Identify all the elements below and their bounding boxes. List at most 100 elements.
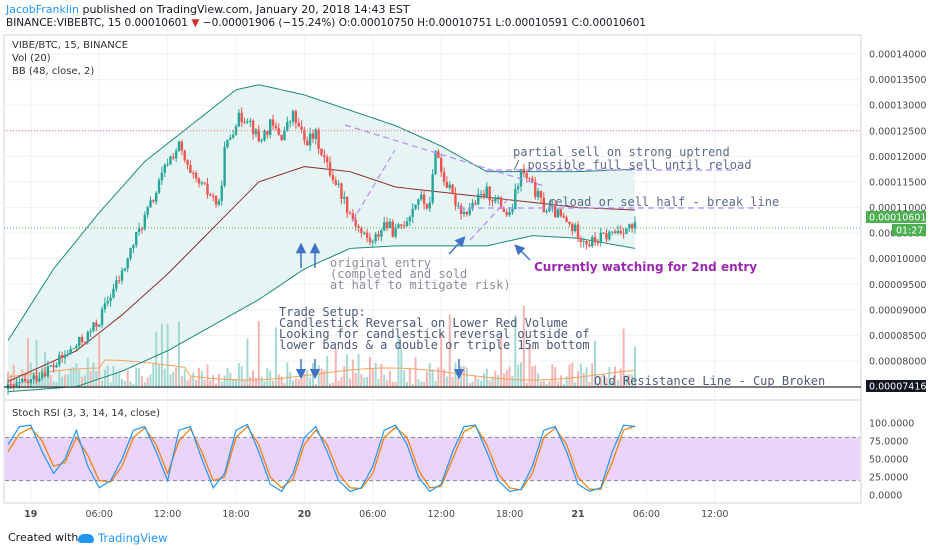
volume-bar-214 [616,379,619,388]
volume-bar-203 [585,367,588,388]
volume-bar-189 [545,383,548,388]
volume-bar-98 [286,362,289,388]
candle-24 [75,343,78,351]
candle-7 [26,379,30,387]
candle-120 [348,210,352,215]
candle-body [271,119,275,126]
created-with-text: Created with [8,531,79,544]
candle-148 [428,196,431,212]
candle-40 [120,267,124,285]
candle-body [343,196,346,199]
tradingview-logo[interactable]: TradingView [78,531,167,545]
candle-body [237,112,241,127]
volume-bar-157 [454,362,457,388]
volume-bar-209 [602,377,605,388]
candle-162 [468,202,471,216]
volume-bar-191 [551,364,554,388]
stoch-tick-label: 50.0000 [869,455,908,466]
volume-bar-112 [326,355,329,388]
candle-body [414,204,417,209]
volume-bar-36 [109,382,112,388]
price-tick-label: 0.00008500 [869,331,926,342]
candle-body [163,164,166,173]
candle-body [468,208,471,215]
volume-bar-202 [582,372,585,388]
close-text: C:0.00010601 [571,17,646,29]
candle-body [212,195,215,197]
candle-128 [371,239,374,248]
candle-body [246,121,249,123]
candle-body [186,160,189,166]
candle-body [89,331,92,333]
candle-body [428,202,431,209]
candle-101 [294,109,298,129]
candle-177 [511,203,514,215]
candle-body [422,194,426,204]
candle-220 [633,216,637,234]
candle-146 [422,190,426,210]
volume-bar-16 [52,381,55,388]
volume-bar-178 [514,315,517,388]
volume-bar-117 [340,376,343,388]
candle-11 [38,372,41,383]
candle-171 [494,195,497,204]
volume-bar-46 [138,368,141,388]
volume-bar-69 [203,380,206,388]
volume-bar-182 [525,382,528,388]
candle-48 [143,211,146,231]
price-axis: 0.00014000 0.00013500 0.00013000 0.00012500… [869,50,926,368]
volume-bar-118 [343,366,346,388]
current-price-tag [866,211,926,223]
candle-body [41,373,44,379]
candle-43 [129,247,132,261]
candle-body [531,178,534,182]
up-arrow-3 [448,236,466,255]
candle-body [499,197,503,209]
candle-body [360,228,363,233]
volume-bar-174 [502,373,505,388]
candle-body [525,173,528,179]
author-link[interactable]: JacobFranklin [6,3,79,16]
candle-body [534,181,537,198]
candle-59 [174,148,178,162]
candle-body [249,120,252,122]
bb-upper-line [7,84,636,341]
candle-196 [565,215,568,223]
candle-21 [66,349,70,357]
candle-100 [291,109,295,126]
volume-bar-132 [383,374,386,388]
candle-body [482,193,486,198]
candle-body [542,197,545,213]
bb-lines [7,84,636,393]
candle-body [582,241,585,243]
candle-73 [214,195,218,208]
tradingview-brand: TradingView [98,531,168,545]
candle-body [146,207,149,216]
volume-bar-145 [420,381,423,388]
candle-50 [149,196,152,208]
volume-bar-212 [611,381,614,388]
annotation-orig-2: (completed and sold [330,267,467,281]
candle-49 [146,205,149,219]
candle-141 [408,215,412,226]
candle-181 [522,163,526,178]
stoch-axis: 100.0000 75.0000 50.0000 25.0000 0.0000 [869,419,914,502]
candle-body [593,237,597,243]
chart-canvas[interactable]: VIBE/BTC, 15, BINANCE Vol (20) BB (48, c… [0,32,932,526]
candle-179 [516,183,520,194]
candle-body [58,355,61,366]
volume-bar-81 [237,363,240,388]
candle-55 [163,162,166,177]
volume-bar-49 [146,377,149,388]
candle-body [474,202,477,205]
candle-65 [192,170,195,179]
candle-body [103,303,107,310]
candle-215 [619,225,622,236]
candle-body [368,237,372,243]
candle-172 [497,195,500,204]
candle-body [192,172,195,174]
volume-bar-113 [329,383,332,388]
candle-192 [554,200,557,219]
candle-111 [323,149,326,164]
candle-body [320,148,323,156]
